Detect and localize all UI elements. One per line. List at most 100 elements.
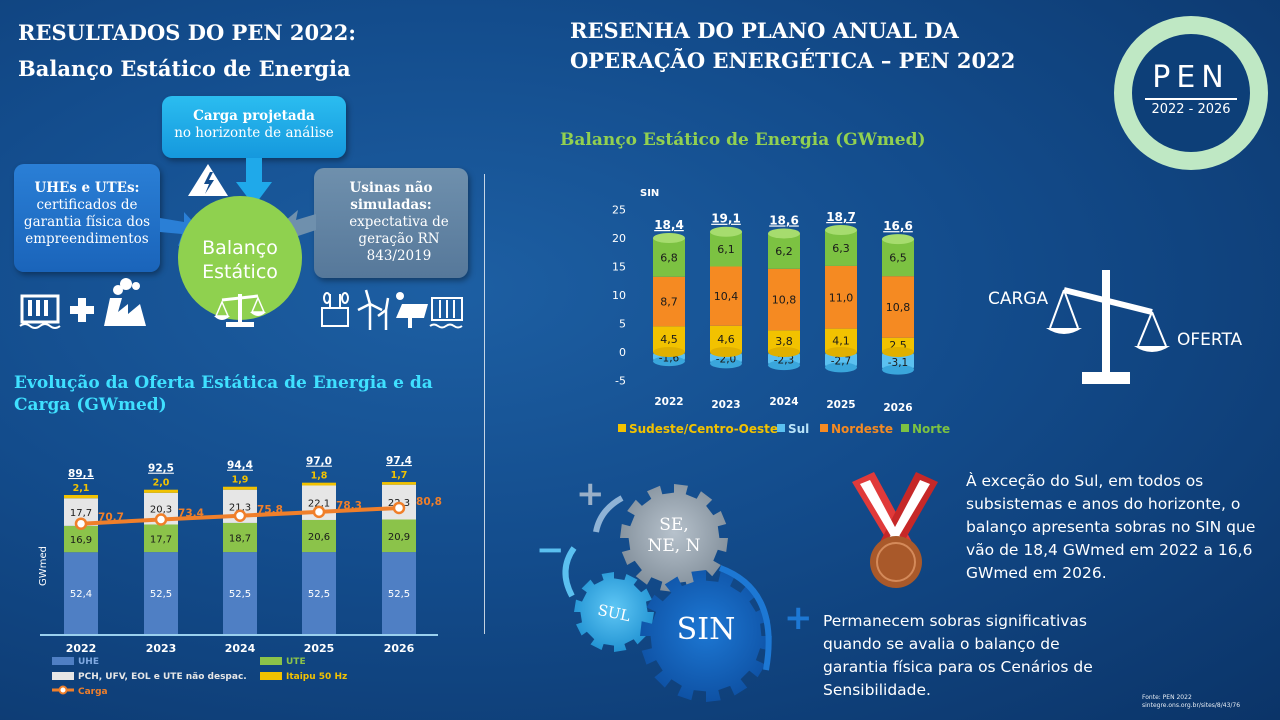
carga-point-2024 (233, 509, 247, 523)
bar-sul-bottom-2022 (653, 356, 685, 367)
x-tick-2022: 2022 (66, 642, 97, 655)
y-tick--5: -5 (615, 375, 626, 388)
main-title-line1: RESENHA DO PLANO ANUAL DA (570, 18, 959, 43)
legend-label-carga: Carga (78, 687, 108, 697)
total-label-2025: 97,0 (306, 456, 332, 468)
bar-2022-s0 (64, 552, 98, 634)
gear-plus-sign: + (576, 474, 605, 514)
y-tick-25: 25 (612, 204, 626, 217)
gear-minus-sign: − (536, 530, 565, 570)
arrow-arc-top (593, 495, 624, 533)
pen-logo-rule (1145, 98, 1237, 100)
bar-label-nordeste-2025: 11,0 (829, 291, 854, 304)
biomass-icon (321, 292, 349, 327)
box-uhes-text: certificados de garantia física dos empr… (23, 197, 151, 247)
bar-norte-2024 (768, 233, 800, 269)
bar-2025-s3 (302, 482, 336, 486)
left-title: RESULTADOS DO PEN 2022: Balanço Estático… (18, 18, 356, 84)
bar-top-ellipse-2025 (825, 225, 857, 236)
gear-sin (640, 570, 772, 702)
bar-nordeste-2022 (653, 276, 685, 327)
legend-label-3: Itaipu 50 Hz (286, 672, 347, 682)
x-tick-2026: 2026 (384, 642, 415, 655)
bar-label-norte-2024: 6,2 (775, 245, 793, 258)
x-tick-2025: 2025 (826, 399, 855, 411)
bar-label-2022-s2: 17,7 (70, 508, 92, 519)
carga-point-2023 (154, 513, 168, 526)
legend-label-3: Norte (912, 422, 950, 436)
bar-label-2024-s2: 21,3 (229, 502, 251, 513)
right-chart-title: Balanço Estático de Energia (GWmed) (560, 130, 926, 150)
plus-icon (70, 298, 94, 322)
bar-label-2025-s1: 20,6 (308, 532, 330, 543)
x-tick-2026: 2026 (883, 402, 912, 414)
y-axis-label: GWmed (38, 546, 49, 586)
small-scale-icon (214, 294, 266, 327)
total-label-2022: 89,1 (68, 468, 94, 480)
x-tick-2023: 2023 (146, 642, 177, 655)
diagram-graphics (19, 158, 463, 330)
bar-2026-s1 (382, 519, 416, 553)
bar-norte-2026 (882, 239, 914, 277)
balanco-label-2: Estático (202, 261, 278, 283)
bar-2025-s1 (302, 519, 336, 553)
bar-label-norte-2022: 6,8 (660, 251, 678, 264)
gear-se-ne-n (620, 484, 728, 592)
bar-label-2026-s0: 52,5 (388, 589, 410, 600)
bar-label-2022-s0: 52,4 (70, 589, 92, 600)
main-title-line2: OPERAÇÃO ENERGÉTICA – PEN 2022 (570, 48, 1016, 73)
bar-zero-ellipse-2026 (882, 347, 914, 357)
box-carga-title: Carga projetada (193, 108, 315, 124)
large-scale-icon (1046, 270, 1170, 384)
bar-label-2025-s0: 52,5 (308, 589, 330, 600)
oferta-carga-chart: GWmed 52,4 16,9 17,7 2,1 89,1 2022 52,5 17,7 20,3… (38, 455, 442, 697)
gear-plus-sign-2: + (784, 598, 813, 638)
box-usinas-nao-simuladas: Usinas não simuladas: expectativa de ger… (314, 168, 468, 278)
bar-top-ellipse-2022 (653, 233, 685, 243)
legend-label-2: Nordeste (831, 422, 893, 436)
y-tick-10: 10 (612, 289, 626, 302)
legend-label-0: Sudeste/Centro-Oeste (629, 422, 778, 436)
bar-2025-s0 (302, 552, 336, 634)
bar-label-2024-s1: 18,7 (229, 534, 251, 545)
pen-logo-text: PEN (1152, 60, 1230, 95)
bar-sudestecentrooeste-2024 (768, 330, 800, 352)
gear-se-label-2: NE, N (647, 536, 701, 556)
bar-label-2023-s2: 20,3 (150, 505, 172, 516)
x-tick-2022: 2022 (654, 396, 683, 408)
bar-sul-bottom-2024 (768, 360, 800, 371)
gear-sul-shape (574, 572, 654, 652)
bar-2024-s3 (223, 486, 257, 490)
legend-swatch-0 (618, 424, 626, 432)
bar-zero-ellipse-2023 (710, 347, 742, 357)
bar-label-norte-2023: 6,1 (717, 243, 735, 256)
y-tick-5: 5 (619, 318, 626, 331)
bar-label-sudestecentrooeste-2024: 3,8 (775, 335, 793, 348)
paragraph-permanecem: Permanecem sobras significativas quando … (823, 612, 1093, 699)
bar-label-2025-s2: 22,1 (308, 499, 330, 510)
bar-sul-bottom-2023 (710, 358, 742, 369)
bar-label-2023-s1: 17,7 (150, 534, 172, 545)
source-note: Fonte: PEN 2022 sintegre.ons.org.br/site… (1142, 694, 1240, 710)
bar-2023-s3 (144, 489, 178, 493)
source-line-2: sintegre.ons.org.br/sites/8/43/76 (1142, 702, 1241, 709)
carga-point-2022 (74, 517, 88, 530)
bar-label-2026-itaipu: 1,7 (391, 470, 408, 481)
bar-sul-bottom-2025 (825, 362, 857, 373)
paragraph-sobras: À exceção do Sul, em todos os subsistema… (966, 472, 1256, 582)
gear-sin-shape (640, 570, 772, 702)
balanco-circle (178, 196, 302, 320)
legend-swatch-1 (777, 424, 785, 432)
balanco-label: Balanço Estático (178, 236, 302, 284)
legend-swatch-2 (52, 672, 74, 680)
total-label-2025: 18,7 (826, 210, 856, 224)
carga-label-2025: 78,3 (336, 500, 362, 512)
gears-graphic (562, 484, 772, 702)
pen-logo-years: 2022 - 2026 (1151, 102, 1231, 117)
wind-turbine-icon (357, 289, 390, 330)
legend-label-1: Sul (788, 422, 809, 436)
y-tick-0: 0 (619, 346, 626, 359)
bar-2023-s0 (144, 552, 178, 634)
arrow-arc-right (718, 565, 772, 671)
bar-sul-bottom-2026 (882, 364, 914, 375)
